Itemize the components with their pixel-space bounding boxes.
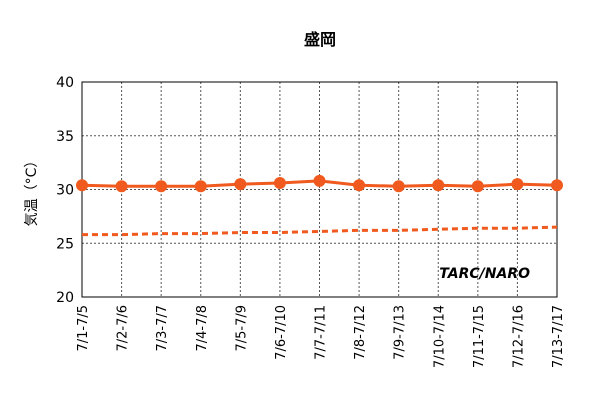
point <box>313 174 326 187</box>
x-tick-label: 7/8-7/12 <box>353 305 368 360</box>
x-tick-label: 7/7-7/11 <box>314 305 329 360</box>
point <box>471 180 484 193</box>
point <box>76 179 88 192</box>
y-tick-label: 40 <box>56 75 74 91</box>
point <box>511 178 524 191</box>
point <box>115 180 128 193</box>
x-tick-label: 7/11-7/15 <box>472 305 487 368</box>
point <box>551 179 563 192</box>
x-tick-label: 7/1-7/5 <box>76 305 91 352</box>
point <box>432 179 445 192</box>
x-tick-label: 7/3-7/7 <box>155 305 170 352</box>
x-tick-label: 7/5-7/9 <box>234 305 249 352</box>
x-tick-label: 7/12-7/16 <box>511 305 526 368</box>
point <box>234 178 247 191</box>
x-tick-label: 7/2-7/6 <box>116 305 131 352</box>
y-tick-label: 30 <box>56 183 74 199</box>
x-tick-label: 7/6-7/10 <box>274 305 289 360</box>
series-line <box>82 225 558 237</box>
x-tick-label: 7/4-7/8 <box>195 305 210 352</box>
x-tick-label: 7/9-7/13 <box>393 305 408 360</box>
point <box>155 180 168 193</box>
annotation: TARC/NARO <box>439 266 530 282</box>
chart-title: 盛岡 <box>304 30 336 49</box>
point <box>273 177 286 190</box>
y-axis-label: 気温（°C） <box>24 154 40 227</box>
y-tick-label: 35 <box>56 129 74 145</box>
x-tick-label: 7/10-7/14 <box>432 305 447 368</box>
y-tick-label: 25 <box>56 236 74 252</box>
point <box>194 180 207 193</box>
point <box>353 179 366 192</box>
point <box>392 180 405 193</box>
x-tick-label: 7/13-7/17 <box>551 305 566 368</box>
y-tick-label: 20 <box>56 290 74 306</box>
